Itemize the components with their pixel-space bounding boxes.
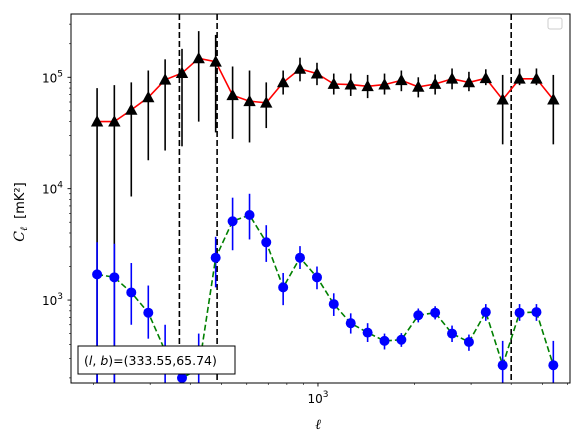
y-tick-label-0: 103	[42, 292, 63, 308]
series-1-point	[210, 252, 221, 263]
series-0-point	[428, 77, 442, 89]
y-axis-label-text: Cℓ [mK²]	[12, 182, 30, 241]
series-1-point	[261, 237, 272, 248]
series-0-point	[344, 78, 357, 90]
y-tick-label-2-base: 10	[42, 71, 57, 85]
annotation-values: =(333.55,65.74)	[113, 353, 217, 368]
series-0-point	[530, 72, 543, 84]
series-1-point	[244, 210, 255, 221]
series-1-point	[278, 282, 289, 293]
plot-frame	[70, 13, 571, 384]
series-1-point	[328, 299, 339, 310]
series-0-point	[445, 72, 459, 84]
series-1-line	[96, 214, 555, 379]
series-0-point	[310, 67, 324, 79]
series-1-point	[463, 337, 474, 348]
series-0-point	[226, 88, 239, 101]
series-0-point	[142, 90, 155, 103]
y-tick-label-2: 105	[42, 69, 63, 85]
series-1-point	[143, 307, 154, 318]
y-axis-label: Cℓ [mK²]	[12, 182, 30, 241]
series-0-point	[462, 75, 476, 88]
annotation-open: (	[84, 353, 89, 368]
series-1-point	[548, 360, 559, 371]
series-1-point	[177, 372, 188, 383]
y-tick-label-0-base: 10	[42, 294, 57, 308]
series-1-point	[379, 335, 390, 346]
annotation-frame	[77, 345, 236, 375]
series-1-point	[514, 307, 525, 318]
annotation-box: (l, b)=(333.55,65.74)	[77, 345, 236, 375]
y-tick-label-1-exp: 4	[57, 181, 63, 191]
series-1-point	[497, 360, 508, 371]
series-1-point	[362, 327, 373, 338]
series-1-point	[430, 307, 441, 318]
annotation-comma: ,	[92, 353, 100, 368]
y-axis-label-sub: ℓ	[19, 227, 30, 231]
series-0-point	[125, 103, 138, 115]
plot-area	[71, 14, 570, 383]
plot-content	[90, 14, 560, 383]
series-1-point	[531, 307, 542, 318]
series-0-point	[496, 93, 509, 105]
y-tick-label-1: 104	[42, 181, 63, 197]
x-tick-label-0: 103	[307, 390, 328, 406]
series-1-point	[311, 272, 322, 283]
series-0-point	[276, 75, 290, 88]
series-0-point	[412, 80, 425, 92]
series-0-point	[243, 94, 256, 107]
series-1-point	[294, 252, 305, 263]
series-0-point	[361, 79, 374, 92]
series-1-point	[126, 287, 137, 298]
series-1-point	[447, 328, 458, 339]
series-0-point	[192, 51, 205, 64]
y-tick-label-2-exp: 5	[57, 69, 63, 79]
y-axis-label-main: C	[12, 231, 28, 242]
y-axis-label-unit: [mK²]	[13, 182, 28, 219]
x-axis-label: ℓ	[315, 417, 321, 433]
series-1-point	[480, 307, 491, 318]
y-tick-label-0-exp: 3	[57, 292, 63, 302]
series-0-point	[378, 78, 391, 90]
annotation-close: )	[108, 353, 113, 368]
annotation-b: b	[100, 353, 108, 368]
annotation-text: (l, b)=(333.55,65.74)	[84, 353, 217, 368]
y-tick-label-1-base: 10	[42, 183, 57, 197]
series-1-point	[413, 310, 424, 321]
series-0-point	[108, 115, 121, 127]
series-1-point	[227, 216, 238, 227]
series-0-point	[547, 93, 560, 105]
series-0-point	[395, 73, 408, 86]
series-0-point	[293, 62, 307, 74]
series-0-point	[479, 71, 492, 84]
series-0-point	[513, 72, 526, 84]
series-1	[92, 193, 559, 383]
legend-box	[547, 17, 563, 30]
series-0-point	[260, 96, 273, 108]
series-0-point	[175, 66, 189, 78]
series-0-point	[209, 55, 222, 67]
series-0-line	[97, 57, 554, 123]
series-1-point	[345, 318, 356, 329]
x-tick-label-0-exp: 3	[323, 390, 329, 400]
series-0-point	[327, 77, 340, 89]
annotation-l: l	[89, 353, 93, 368]
series-1-point	[109, 272, 120, 283]
series-1-point	[92, 269, 103, 280]
series-0-point	[158, 73, 172, 85]
series-1-point	[396, 334, 407, 345]
x-tick-label-0-base: 10	[307, 392, 322, 406]
series-0-point	[90, 115, 104, 127]
